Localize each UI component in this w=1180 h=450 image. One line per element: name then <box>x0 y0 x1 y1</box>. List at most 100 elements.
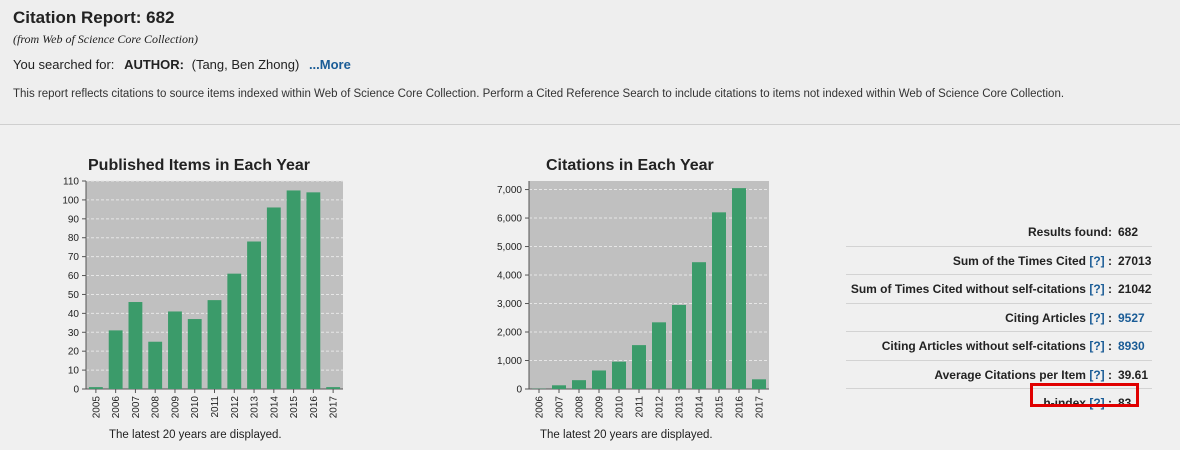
chart-footnote-citations: The latest 20 years are displayed. <box>540 429 713 441</box>
bar <box>652 322 666 389</box>
y-tick-label: 90 <box>68 214 80 225</box>
report-note: This report reflects citations to source… <box>13 88 1065 100</box>
chart-footnote-published: The latest 20 years are displayed. <box>109 429 282 441</box>
y-tick-label: 50 <box>68 290 80 301</box>
bar <box>552 385 566 389</box>
stat-value: 682 <box>1118 225 1139 239</box>
x-tick-label: 2012 <box>230 396 241 419</box>
stat-label: Results found: <box>1028 225 1112 239</box>
x-tick-label: 2012 <box>655 396 666 419</box>
published-items-chart: 0 10 20 30 40 50 60 70 80 90 100 110 2005 2006 2007 200… <box>62 177 343 419</box>
x-tick-label: 2006 <box>111 396 122 419</box>
x-tick-label: 2014 <box>695 396 706 419</box>
bar <box>168 311 182 389</box>
x-tick-label: 2005 <box>91 396 102 419</box>
bar <box>227 273 242 389</box>
x-tick-label: 2010 <box>190 396 201 419</box>
bar <box>632 345 646 389</box>
y-tick-label: 6,000 <box>497 214 522 225</box>
bar <box>592 370 606 389</box>
y-tick-label: 4,000 <box>497 271 522 282</box>
bar <box>752 379 766 389</box>
stat-value: 27013 <box>1118 253 1152 268</box>
x-tick-label: 2017 <box>755 396 766 419</box>
h-index-highlight-box <box>1030 383 1139 407</box>
bar <box>148 341 163 389</box>
searched-field: AUTHOR: <box>124 57 184 72</box>
stat-label: Average Citations per Item [?] : <box>934 367 1112 382</box>
citing-articles-link[interactable]: 9527 <box>1118 310 1145 325</box>
bar <box>612 361 626 389</box>
x-tick-label: 2011 <box>210 396 221 418</box>
x-tick-label: 2006 <box>535 396 546 419</box>
bar <box>286 190 301 389</box>
x-tick-label: 2011 <box>635 396 646 418</box>
stat-label: Citing Articles [?] : <box>1005 310 1112 325</box>
x-tick-label: 2015 <box>715 396 726 419</box>
x-tick-label: 2007 <box>555 396 566 419</box>
bar <box>266 207 281 389</box>
y-tick-label: 80 <box>68 233 80 244</box>
citations-chart: 0 1,000 2,000 3,000 4,000 5,000 6,000 7,000 2006… <box>497 181 769 419</box>
x-tick-label: 2016 <box>735 396 746 419</box>
stat-label: Sum of the Times Cited [?] : <box>952 253 1112 268</box>
x-tick-label: 2013 <box>675 396 686 419</box>
stat-value: 21042 <box>1118 282 1152 296</box>
bar <box>128 302 143 389</box>
citation-stats: Results found: 682 Sum of the Times Cite… <box>846 218 1152 417</box>
x-tick-label: 2016 <box>309 396 320 419</box>
search-summary: You searched for: AUTHOR: (Tang, Ben Zho… <box>13 57 351 72</box>
help-link[interactable]: [?] <box>1089 282 1105 296</box>
y-tick-label: 100 <box>62 195 79 206</box>
searched-prefix: You searched for: <box>13 57 115 72</box>
more-link[interactable]: ...More <box>308 57 351 72</box>
stat-label: Citing Articles without self-citations [… <box>881 339 1112 353</box>
report-header: Citation Report: 682 (from Web of Scienc… <box>0 0 1180 125</box>
bar <box>88 387 103 389</box>
stat-label: Sum of Times Cited without self-citation… <box>850 282 1112 296</box>
page-title: Citation Report: 682 <box>13 8 175 27</box>
chart-title-published: Published Items in Each Year <box>88 157 311 174</box>
bar <box>692 262 706 389</box>
y-tick-label: 2,000 <box>497 328 522 339</box>
bar <box>572 380 586 389</box>
y-tick-label: 20 <box>68 347 80 358</box>
chart-title-citations: Citations in Each Year <box>546 157 714 174</box>
bar <box>247 241 261 389</box>
y-tick-label: 110 <box>63 177 79 188</box>
citing-articles-no-self-link[interactable]: 8930 <box>1118 339 1145 353</box>
y-tick-label: 5,000 <box>497 242 522 253</box>
searched-value: (Tang, Ben Zhong) <box>191 57 300 72</box>
x-tick-label: 2010 <box>615 396 626 419</box>
stat-citing-articles: Citing Articles [?] : 9527 <box>846 304 1152 332</box>
stat-times-cited-no-self: Sum of Times Cited without self-citation… <box>846 275 1152 304</box>
x-tick-label: 2015 <box>289 396 300 419</box>
y-tick-label: 0 <box>73 385 79 396</box>
y-tick-label: 60 <box>68 271 80 282</box>
stat-times-cited: Sum of the Times Cited [?] : 27013 <box>846 247 1152 275</box>
help-link[interactable]: [?] <box>1089 310 1105 325</box>
source-note: (from Web of Science Core Collection) <box>13 32 198 46</box>
stat-citing-articles-no-self: Citing Articles without self-citations [… <box>846 332 1152 361</box>
x-tick-label: 2008 <box>151 396 162 419</box>
help-link[interactable]: [?] <box>1089 339 1105 353</box>
bar <box>306 192 321 389</box>
plot-area <box>529 181 769 389</box>
x-tick-label: 2009 <box>595 396 606 419</box>
stat-value: 39.61 <box>1118 367 1149 382</box>
x-tick-label: 2014 <box>269 396 280 419</box>
help-link[interactable]: [?] <box>1089 367 1105 382</box>
y-tick-label: 10 <box>68 366 80 377</box>
bar <box>207 300 222 389</box>
bar <box>732 188 746 389</box>
x-tick-label: 2013 <box>250 396 261 419</box>
help-link[interactable]: [?] <box>1089 253 1105 268</box>
bar <box>326 387 341 389</box>
y-tick-label: 70 <box>68 252 80 263</box>
bar <box>108 330 123 389</box>
y-tick-label: 3,000 <box>497 299 522 310</box>
y-tick-label: 40 <box>68 309 80 320</box>
y-tick-label: 0 <box>516 385 522 396</box>
x-tick-label: 2017 <box>329 396 340 419</box>
y-tick-label: 30 <box>68 328 80 339</box>
